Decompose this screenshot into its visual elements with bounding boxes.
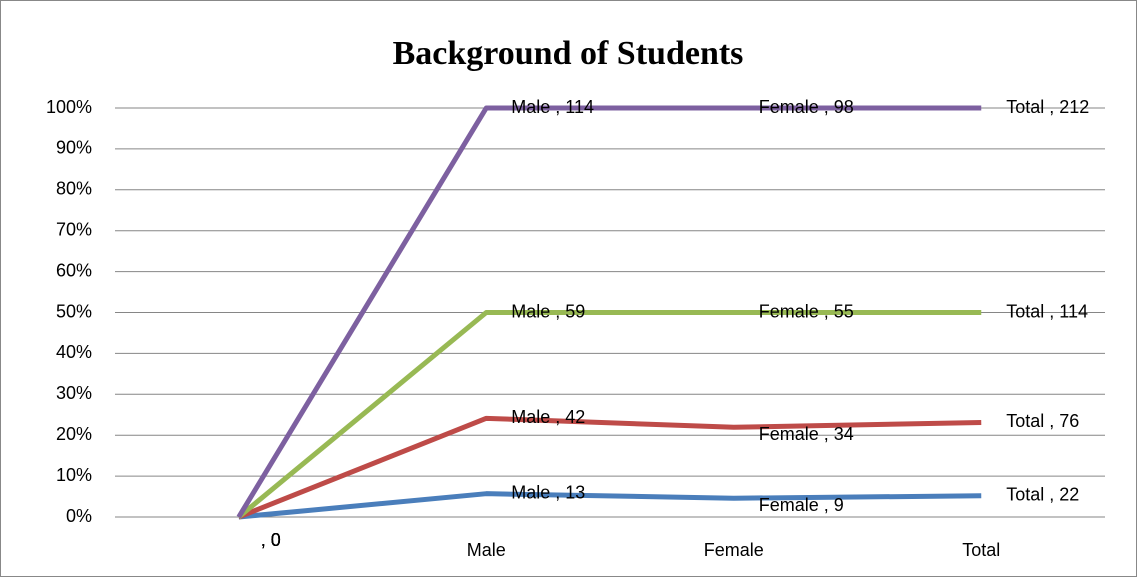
data-label: Male , 13 (511, 482, 585, 502)
data-label: Female , 55 (759, 301, 854, 321)
data-label: , 0 (261, 530, 281, 550)
x-tick-label: Total (962, 540, 1000, 560)
data-label: Total , 114 (1006, 301, 1088, 321)
y-tick-label: 100% (46, 97, 92, 117)
data-label: , 0 (261, 530, 281, 550)
data-label: Female , 98 (759, 97, 854, 117)
y-tick-label: 30% (56, 383, 92, 403)
data-label: Total , 76 (1006, 411, 1079, 431)
data-label: Total , 22 (1006, 485, 1079, 505)
data-label: Male , 59 (511, 301, 585, 321)
y-tick-label: 90% (56, 138, 92, 158)
x-tick-label: Male (467, 540, 506, 560)
y-tick-label: 60% (56, 260, 92, 280)
x-tick-label: Female (704, 540, 764, 560)
y-tick-label: 0% (66, 506, 92, 526)
y-tick-label: 80% (56, 179, 92, 199)
data-label: Total , 212 (1006, 97, 1089, 117)
series-line (238, 491, 982, 520)
data-label: , 0 (261, 530, 281, 550)
data-label: Male , 42 (511, 407, 585, 427)
data-label: Female , 9 (759, 495, 844, 515)
y-tick-label: 70% (56, 219, 92, 239)
series-line (237, 310, 982, 519)
chart-title: Background of Students (393, 35, 744, 72)
series-line (236, 105, 982, 519)
data-label: Male , 114 (511, 97, 594, 117)
data-label: , 0 (261, 530, 281, 550)
y-tick-label: 10% (56, 465, 92, 485)
data-label: Female , 34 (759, 424, 854, 444)
y-tick-label: 40% (56, 342, 92, 362)
y-tick-label: 50% (56, 301, 92, 321)
y-tick-label: 20% (56, 424, 92, 444)
series-line (237, 415, 982, 520)
